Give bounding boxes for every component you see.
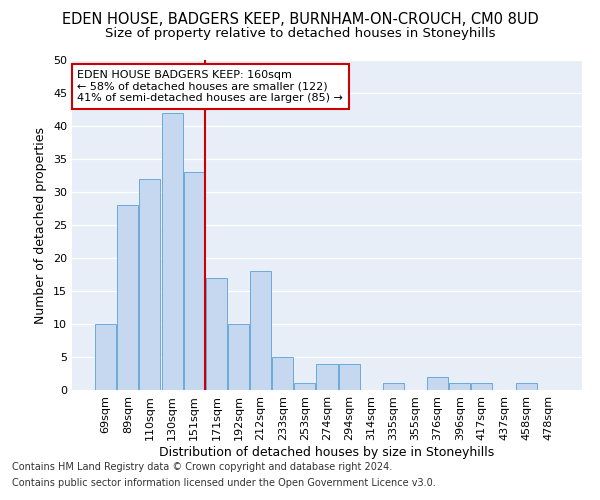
Bar xyxy=(95,324,116,390)
Bar xyxy=(316,364,338,390)
Y-axis label: Number of detached properties: Number of detached properties xyxy=(34,126,47,324)
Bar xyxy=(449,384,470,390)
Text: Size of property relative to detached houses in Stoneyhills: Size of property relative to detached ho… xyxy=(105,28,495,40)
Bar xyxy=(383,384,404,390)
Bar xyxy=(184,172,205,390)
Text: EDEN HOUSE BADGERS KEEP: 160sqm
← 58% of detached houses are smaller (122)
41% o: EDEN HOUSE BADGERS KEEP: 160sqm ← 58% of… xyxy=(77,70,343,103)
Text: Contains HM Land Registry data © Crown copyright and database right 2024.: Contains HM Land Registry data © Crown c… xyxy=(12,462,392,472)
Bar xyxy=(272,357,293,390)
Bar xyxy=(118,205,139,390)
Bar xyxy=(515,384,536,390)
Bar xyxy=(139,179,160,390)
Bar xyxy=(338,364,359,390)
Bar xyxy=(250,271,271,390)
Text: Contains public sector information licensed under the Open Government Licence v3: Contains public sector information licen… xyxy=(12,478,436,488)
Bar xyxy=(295,384,316,390)
Bar xyxy=(472,384,493,390)
Bar xyxy=(228,324,249,390)
Bar xyxy=(206,278,227,390)
Bar xyxy=(427,377,448,390)
X-axis label: Distribution of detached houses by size in Stoneyhills: Distribution of detached houses by size … xyxy=(160,446,494,458)
Bar xyxy=(161,113,182,390)
Text: EDEN HOUSE, BADGERS KEEP, BURNHAM-ON-CROUCH, CM0 8UD: EDEN HOUSE, BADGERS KEEP, BURNHAM-ON-CRO… xyxy=(62,12,538,28)
